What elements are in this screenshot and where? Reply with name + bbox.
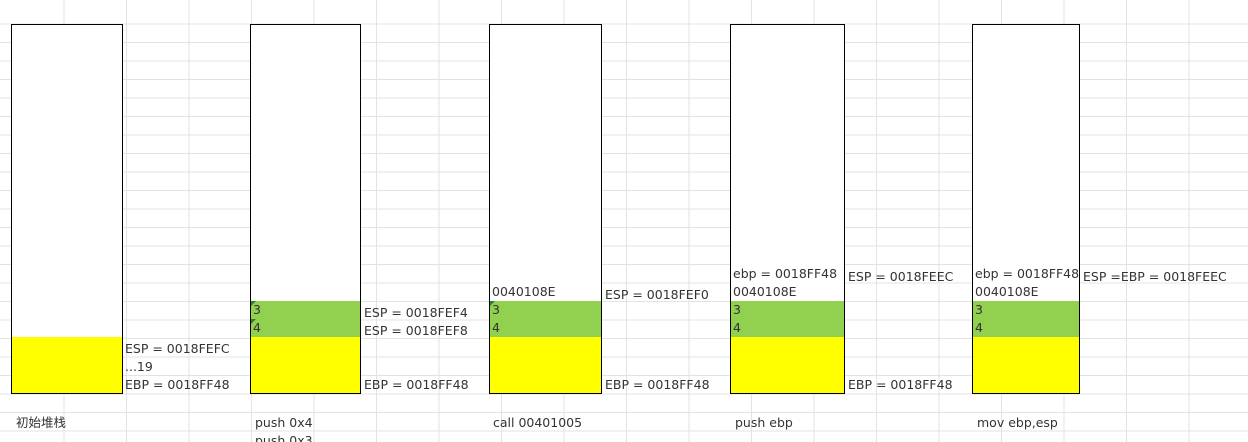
caption-call: call 00401005 <box>493 415 583 430</box>
stack-used-region <box>490 337 601 393</box>
ebp-label: EBP = 0018FF48 <box>848 377 953 392</box>
stack-used-region <box>12 337 122 393</box>
stack-used-region <box>973 337 1079 393</box>
stack-pushed-cell <box>731 319 844 337</box>
esp-ebp-label: ESP =EBP = 0018FEEC <box>1083 269 1227 284</box>
caption-initial-stack: 初始堆栈 <box>16 415 67 430</box>
stack-box-initial <box>11 24 123 394</box>
stack-used-region <box>251 337 360 393</box>
stack-cell-value: 3 <box>253 302 261 317</box>
esp-label: ESP = 0018FEF4 <box>364 305 468 320</box>
stack-cell-value: 3 <box>492 302 500 317</box>
stack-box-call: 0040108E 3 4 <box>489 24 602 394</box>
stack-cell-value: 4 <box>975 320 983 335</box>
ebp-label: EBP = 0018FF48 <box>605 377 710 392</box>
stack-cell-value: 3 <box>733 302 741 317</box>
saved-ebp-cell: ebp = 0018FF48 <box>975 266 1080 281</box>
esp-label: ESP = 0018FEEC <box>848 269 954 284</box>
cell-marker-icon <box>490 301 495 306</box>
stack-box-push-args: 3 4 <box>250 24 361 394</box>
cell-marker-icon <box>251 301 256 306</box>
esp-label: ESP = 0018FEF8 <box>364 323 468 338</box>
stack-pushed-cell <box>973 319 1079 337</box>
return-address-cell: 0040108E <box>733 284 797 299</box>
return-address-cell: 0040108E <box>975 284 1039 299</box>
ebp-label: EBP = 0018FF48 <box>364 377 469 392</box>
esp-label: ESP = 0018FEF0 <box>605 287 709 302</box>
stack-pushed-cell <box>731 301 844 319</box>
stack-cell-value: 4 <box>253 320 261 335</box>
ebp-label: EBP = 0018FF48 <box>125 377 230 392</box>
caption-push-3: push 0x3 <box>255 433 313 442</box>
stack-cell-value: 4 <box>733 320 741 335</box>
stack-pushed-cell <box>490 301 601 319</box>
cell-marker-icon <box>251 319 256 324</box>
caption-push-4: push 0x4 <box>255 415 313 430</box>
stack-pushed-cell <box>973 301 1079 319</box>
caption-mov-ebp-esp: mov ebp,esp <box>977 415 1058 430</box>
stack-pushed-cell <box>251 301 360 319</box>
stack-box-mov-ebp-esp: ebp = 0018FF48 0040108E 3 4 <box>972 24 1080 394</box>
return-address-cell: 0040108E <box>492 284 556 299</box>
esp-label: ESP = 0018FEFC <box>125 341 230 356</box>
stack-pushed-cell <box>251 319 360 337</box>
stack-cell-value: 3 <box>975 302 983 317</box>
ellipsis-label: ...19 <box>125 359 153 374</box>
caption-push-ebp: push ebp <box>735 415 793 430</box>
saved-ebp-cell: ebp = 0018FF48 <box>733 266 838 281</box>
stack-box-push-ebp: ebp = 0018FF48 0040108E 3 4 <box>730 24 845 394</box>
stack-used-region <box>731 337 844 393</box>
stack-pushed-cell <box>490 319 601 337</box>
stack-cell-value: 4 <box>492 320 500 335</box>
